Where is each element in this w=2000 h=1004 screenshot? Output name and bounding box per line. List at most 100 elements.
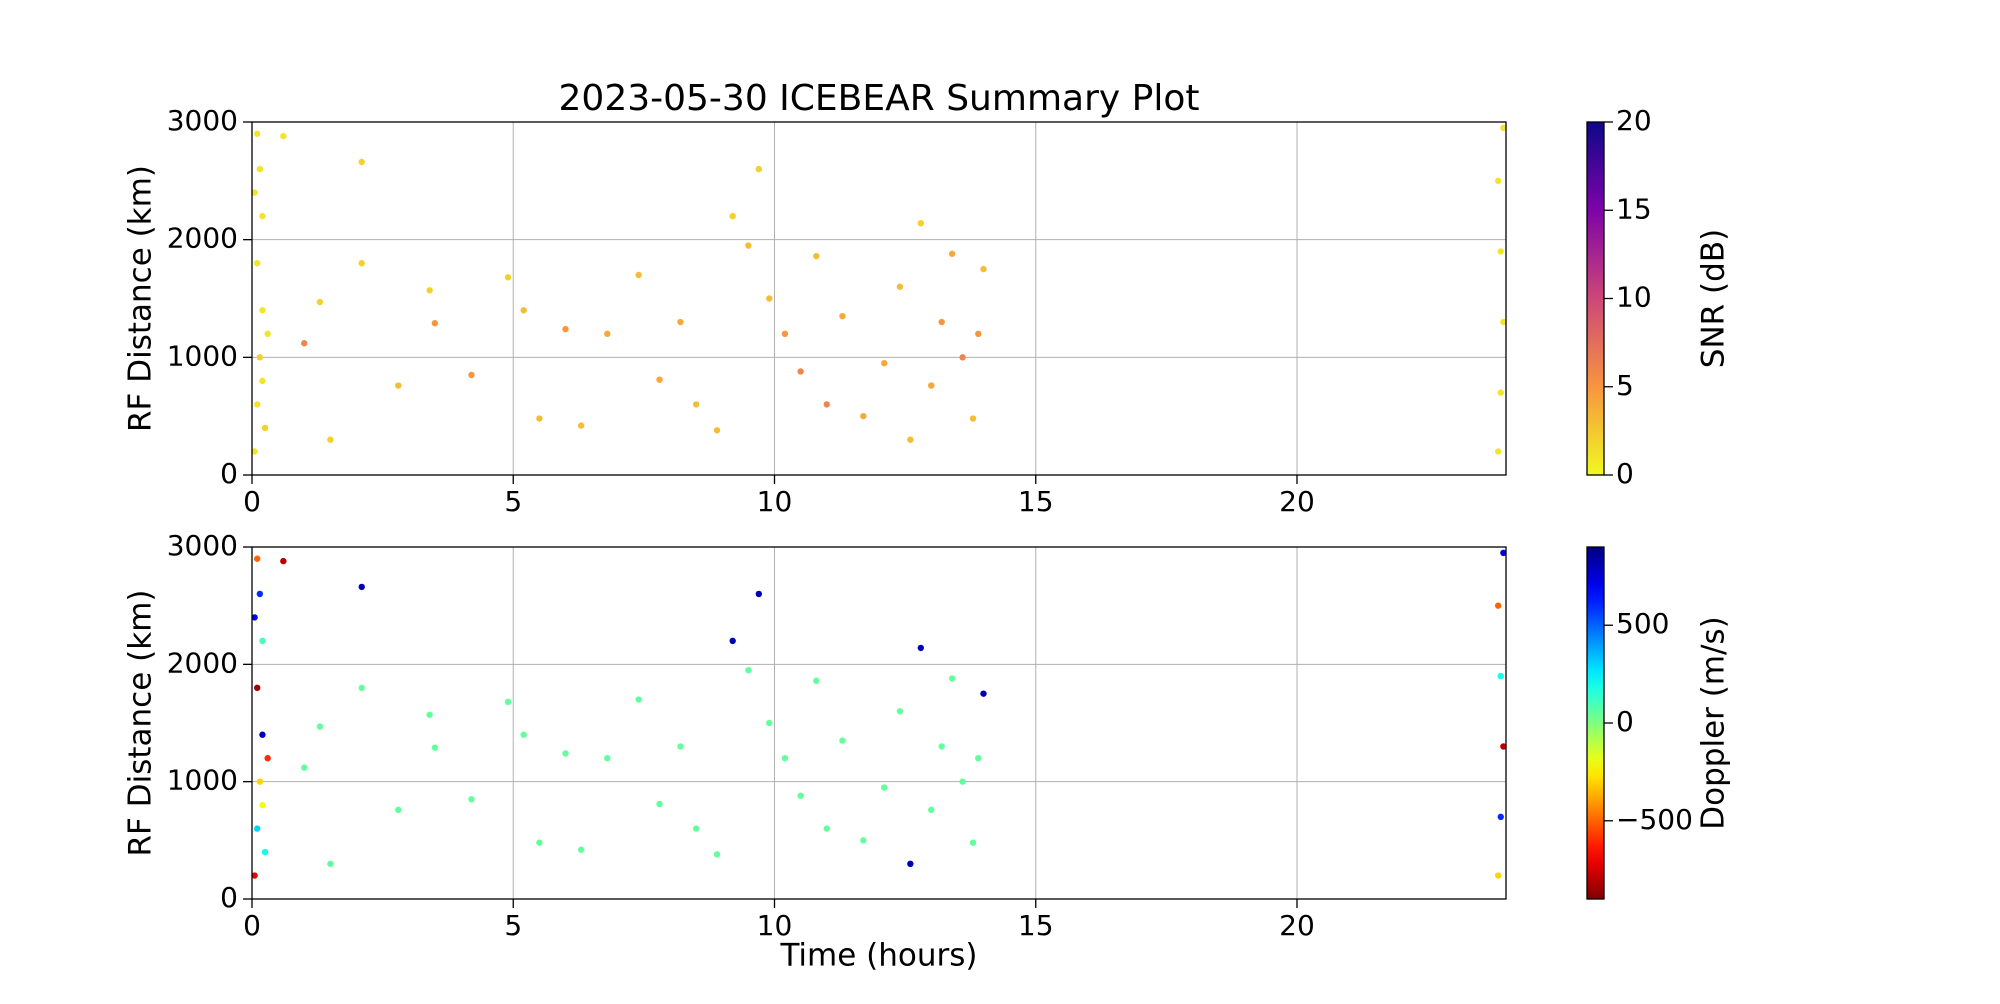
point [938,743,945,750]
point [395,806,402,814]
point [536,839,543,846]
point [264,330,271,337]
y-tick-label: 3000 [167,529,238,562]
colorbar-tick-label: 15 [1616,192,1652,225]
point [823,401,830,408]
point [980,265,987,273]
point [256,778,264,785]
point [254,401,261,408]
point [562,750,569,757]
point [729,212,736,220]
point [254,684,261,691]
point [1500,318,1507,326]
point [1494,177,1502,185]
point [755,590,763,598]
point [254,555,261,562]
x-tick-label: 15 [1018,485,1054,518]
point [1494,602,1502,609]
point [358,684,365,691]
point [431,320,439,327]
point [256,165,264,173]
point [254,825,261,832]
point [1497,248,1504,255]
x-tick-label: 0 [243,485,261,518]
point [969,839,977,846]
point [823,825,830,832]
x-tick-label: 15 [1018,909,1054,942]
point [254,260,261,267]
colorbar-tick-label: 5 [1616,369,1634,402]
colorbar [1586,121,1605,476]
point [797,792,804,799]
point [251,448,258,455]
x-tick-label: 20 [1279,909,1315,942]
colorbar-tick-label: −500 [1616,803,1693,836]
point [316,298,324,306]
point [256,590,264,598]
point [881,784,888,791]
point [431,744,439,751]
point [766,295,773,302]
y-tick-label: 3000 [167,104,238,137]
point [839,737,846,744]
point [938,318,945,326]
point [917,219,924,227]
point [536,415,543,422]
point [468,371,475,379]
point [327,860,334,867]
colorbar-tick-label: 500 [1616,607,1669,640]
point [729,637,736,645]
point [604,330,611,337]
point [755,165,763,173]
point [896,708,904,715]
point [745,242,752,249]
point [395,382,402,389]
point [656,800,663,808]
point [896,283,904,290]
point [959,354,966,361]
point [797,368,804,375]
point [813,252,820,260]
point [1497,672,1504,680]
x-tick-label: 5 [504,909,522,942]
point [860,412,867,420]
point [881,360,888,367]
point [677,743,684,750]
colorbar-tick-label: 0 [1616,705,1634,738]
point [907,436,914,443]
point [928,806,935,814]
point [562,325,569,333]
y-tick-label: 1000 [167,764,238,797]
x-tick-label: 20 [1279,485,1315,518]
point [316,723,324,730]
x-tick-label: 5 [504,485,522,518]
point [256,354,264,361]
point [677,318,684,326]
point [280,557,287,565]
y-axis-label: RF Distance (km) [123,165,159,432]
y-tick-label: 2000 [167,646,238,679]
point [520,307,527,314]
point [980,690,987,697]
point [656,376,663,383]
point [1500,124,1507,132]
point [254,130,261,137]
point [259,637,266,645]
colorbar-tick-label: 10 [1616,281,1652,314]
point [520,731,527,738]
colorbar-label: Doppler (m/s) [1696,616,1732,829]
colorbar-tick-label: 0 [1616,457,1634,490]
chart-title: 2023-05-30 ICEBEAR Summary Plot [559,78,1200,119]
point [251,189,258,196]
point [264,755,271,762]
point [251,872,258,879]
x-axis-label: Time (hours) [779,938,977,974]
point [813,677,820,684]
point [259,212,266,220]
point [635,696,642,703]
point [713,851,721,858]
y-tick-label: 0 [220,881,238,914]
point [928,382,935,389]
point [1497,389,1504,396]
